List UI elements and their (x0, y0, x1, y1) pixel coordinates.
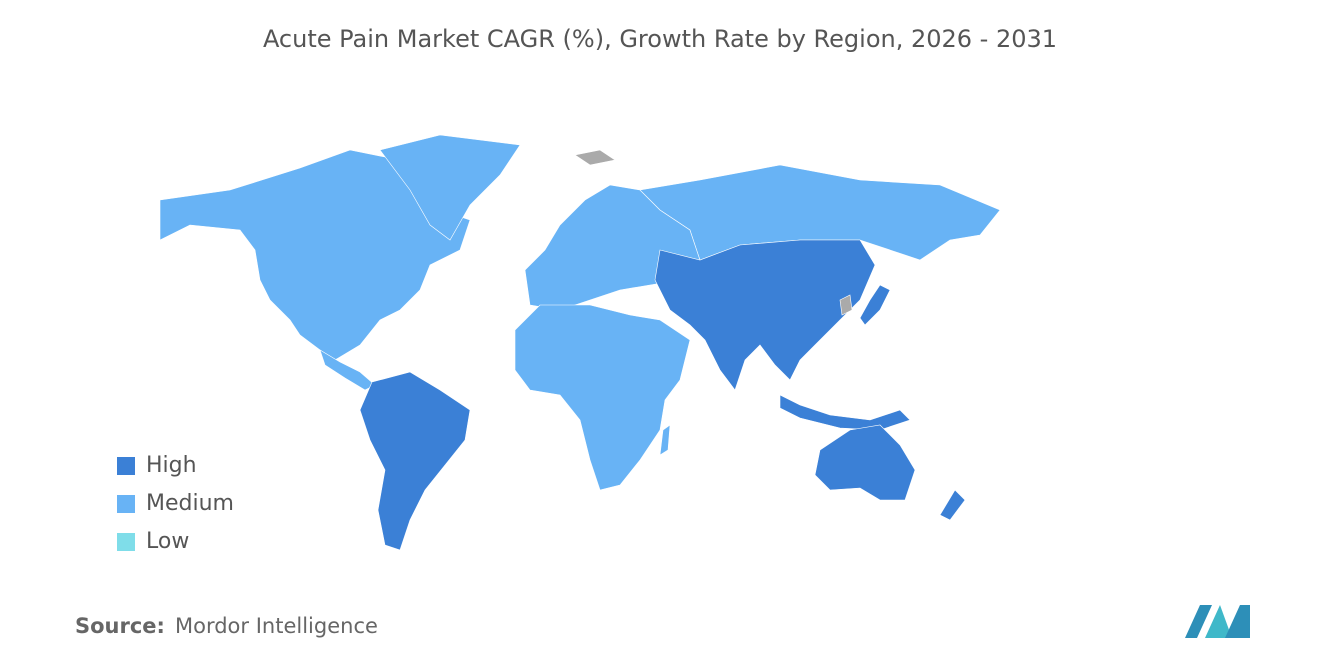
world-map (159, 134, 1001, 551)
chart-title: Acute Pain Market CAGR (%), Growth Rate … (263, 25, 1057, 53)
north-asia (639, 164, 1001, 261)
legend-label: Medium (146, 491, 234, 516)
south-america (359, 371, 471, 551)
japan (859, 284, 891, 326)
africa (514, 304, 691, 491)
unclassified (574, 149, 853, 316)
source-label: Source: (75, 614, 165, 638)
legend-swatch (117, 495, 135, 513)
legend-swatch (117, 457, 135, 475)
new-zealand (939, 489, 966, 521)
legend-label: Low (146, 529, 189, 554)
central-america (319, 349, 376, 391)
indonesia (779, 394, 911, 431)
legend-swatch (117, 533, 135, 551)
legend: High Medium Low (117, 453, 234, 554)
legend-label: High (146, 453, 197, 478)
australia (814, 424, 916, 501)
logo (1185, 605, 1250, 638)
source-name: Mordor Intelligence (175, 614, 378, 638)
asia (654, 239, 876, 391)
greenland (379, 134, 521, 241)
madagascar (659, 424, 671, 456)
